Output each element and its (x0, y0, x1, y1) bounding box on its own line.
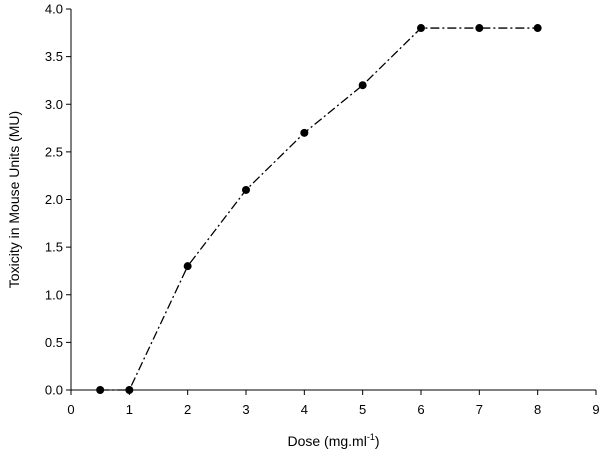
x-tick-label: 0 (67, 402, 74, 417)
y-tick-label: 1.0 (45, 287, 63, 302)
x-axis-title-main: Dose (mg.ml (287, 433, 366, 449)
series (96, 24, 542, 394)
x-tick-label: 5 (359, 402, 366, 417)
x-axis-ticks: 0 1 2 3 4 5 6 7 8 9 (67, 390, 600, 417)
y-tick-label: 3.0 (45, 97, 63, 112)
x-axis-title: Dose (mg.ml-1) (287, 432, 379, 449)
x-axis-title-superscript: -1 (367, 432, 375, 442)
series-line (100, 27, 538, 391)
x-tick-label: 6 (417, 402, 424, 417)
y-tick-label: 4.0 (45, 2, 63, 17)
x-tick-label: 9 (592, 402, 599, 417)
y-tick-label: 1.5 (45, 240, 63, 255)
y-tick-label: 0.5 (45, 335, 63, 350)
x-tick-label: 4 (301, 402, 308, 417)
y-tick-label: 2.0 (45, 192, 63, 207)
data-point (183, 262, 192, 271)
data-point (358, 81, 367, 90)
x-axis-title-suffix: ) (375, 433, 380, 449)
y-axis-title: Toxicity in Mouse Units (MU) (6, 111, 22, 288)
data-point (475, 24, 484, 33)
data-point (300, 128, 309, 137)
data-point (125, 386, 134, 394)
data-point (242, 185, 250, 194)
y-axis-ticks: 0.0 0.5 1.0 1.5 2.0 2.5 3.0 3.5 4.0 (45, 2, 71, 398)
plot-area: 0.0 0.5 1.0 1.5 2.0 2.5 3.0 3.5 4.0 0 1 2 3 4 5 6 7 8 9 (45, 2, 600, 418)
y-tick-label: 0.0 (45, 383, 63, 398)
data-point (533, 24, 542, 33)
x-tick-label: 3 (242, 402, 249, 417)
x-tick-label: 8 (534, 402, 541, 417)
x-tick-label: 1 (126, 402, 133, 417)
x-tick-label: 2 (184, 402, 191, 417)
data-point (417, 24, 425, 33)
data-point (96, 386, 105, 394)
y-tick-label: 3.5 (45, 49, 63, 64)
x-tick-label: 7 (476, 402, 483, 417)
y-tick-label: 2.5 (45, 144, 63, 159)
